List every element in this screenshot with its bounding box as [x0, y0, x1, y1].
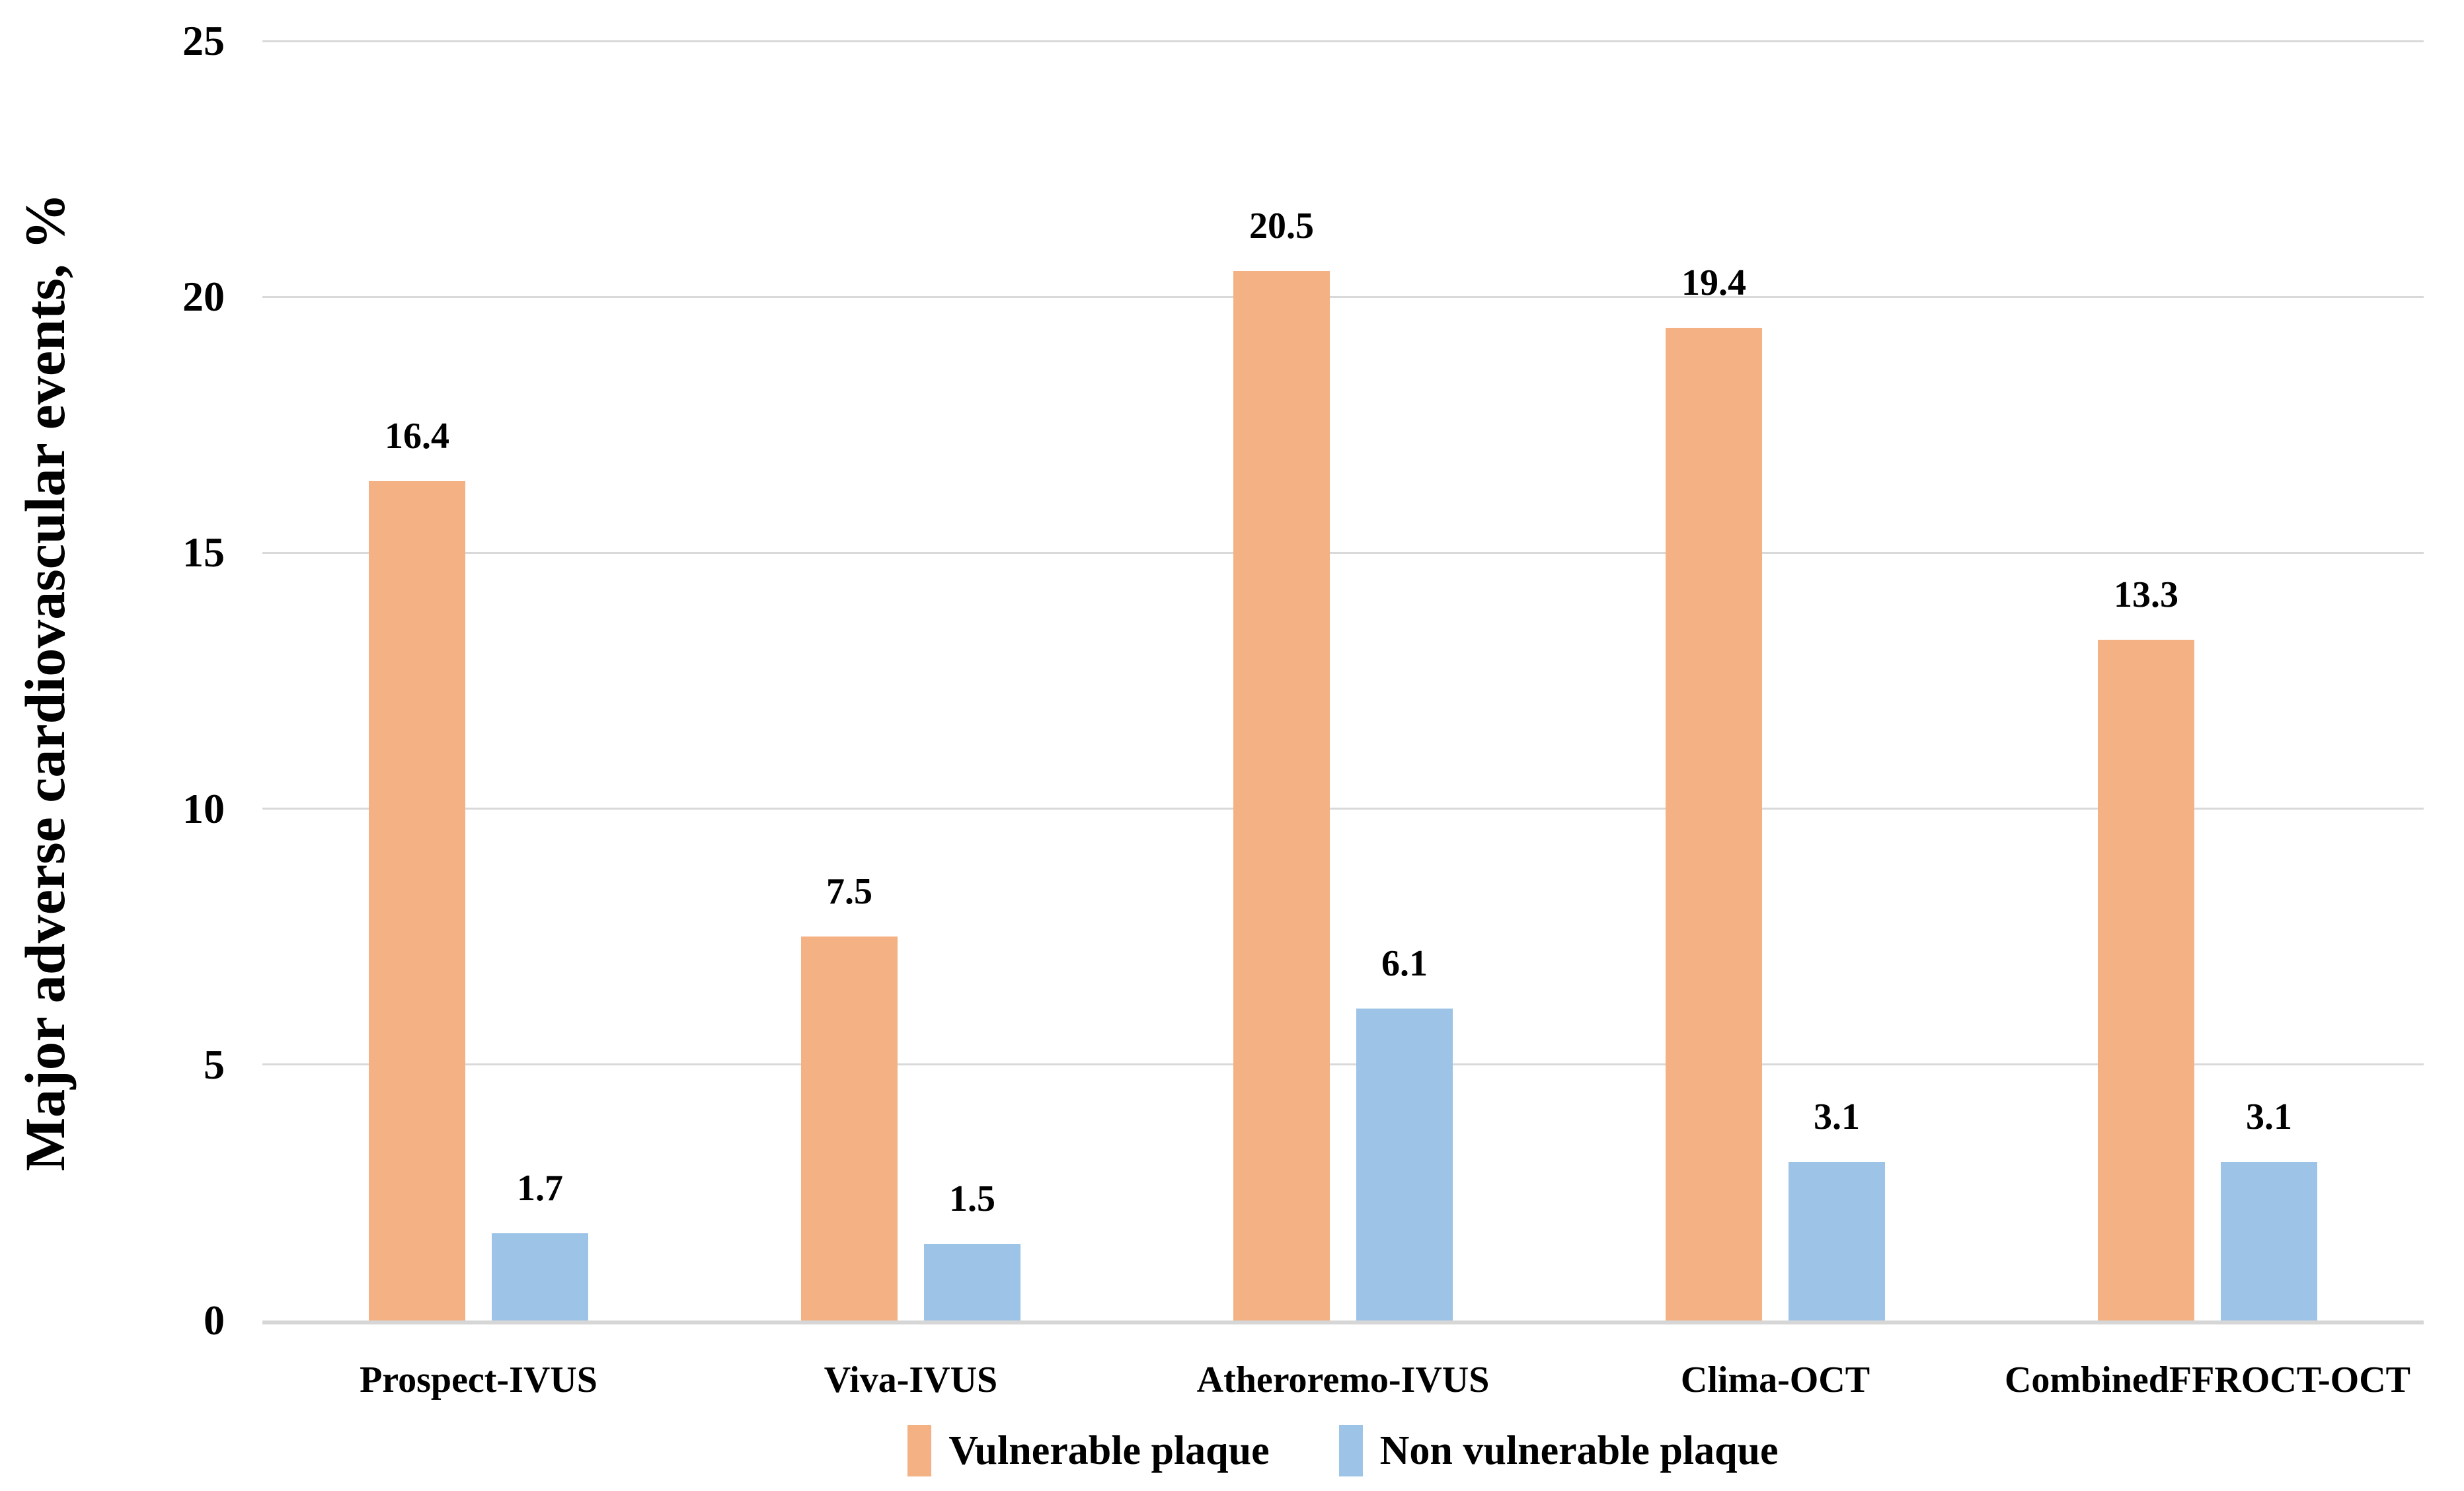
bar-non-vulnerable-2: [1356, 1008, 1453, 1320]
value-label-vulnerable-0: 16.4: [385, 415, 449, 457]
bar-non-vulnerable-4: [2221, 1161, 2317, 1320]
legend-swatch-1: [1338, 1425, 1363, 1476]
x-category-label-4: CombinedFFROCT-OCT: [2004, 1359, 2410, 1400]
y-tick-label-20: 20: [182, 273, 225, 321]
y-tick-label-15: 15: [182, 529, 225, 576]
y-tick-label-0: 0: [204, 1297, 225, 1344]
bar-non-vulnerable-0: [492, 1233, 588, 1320]
bar-vulnerable-1: [801, 937, 898, 1320]
legend-item-1: Non vulnerable plaque: [1338, 1425, 1779, 1476]
bar-vulnerable-2: [1233, 271, 1330, 1320]
y-tick-label-10: 10: [182, 784, 225, 832]
x-category-label-3: Clima-OCT: [1680, 1359, 1870, 1400]
value-label-non-vulnerable-2: 6.1: [1381, 942, 1428, 984]
bar-vulnerable-0: [369, 480, 465, 1320]
legend-swatch-0: [907, 1425, 932, 1476]
gridline-5: [262, 1063, 2424, 1066]
value-label-non-vulnerable-1: 1.5: [949, 1178, 995, 1219]
bar-non-vulnerable-1: [924, 1243, 1020, 1320]
value-label-vulnerable-4: 13.3: [2114, 574, 2178, 616]
x-category-label-1: Viva-IVUS: [824, 1359, 998, 1400]
legend-label-1: Non vulnerable plaque: [1379, 1428, 1779, 1473]
legend-label-0: Vulnerable plaque: [948, 1428, 1270, 1473]
gridline-10: [262, 808, 2424, 810]
y-tick-label-5: 5: [204, 1040, 225, 1088]
value-label-non-vulnerable-4: 3.1: [2246, 1096, 2292, 1137]
bar-vulnerable-3: [1666, 327, 1762, 1320]
value-label-vulnerable-1: 7.5: [826, 871, 872, 913]
bar-vulnerable-4: [2098, 640, 2194, 1320]
gridline-25: [262, 40, 2424, 42]
legend-item-0: Vulnerable plaque: [907, 1425, 1270, 1476]
gridline-20: [262, 295, 2424, 298]
x-category-label-0: Prospect-IVUS: [360, 1359, 597, 1400]
value-label-non-vulnerable-3: 3.1: [1814, 1096, 1860, 1137]
bar-non-vulnerable-3: [1789, 1161, 1885, 1320]
y-tick-label-25: 25: [182, 17, 225, 64]
gridline-15: [262, 551, 2424, 554]
value-label-vulnerable-3: 19.4: [1681, 262, 1746, 303]
legend: Vulnerable plaque Non vulnerable plaque: [262, 1421, 2424, 1480]
value-label-vulnerable-2: 20.5: [1249, 206, 1314, 247]
value-label-non-vulnerable-0: 1.7: [517, 1168, 563, 1209]
x-category-label-2: Atheroremo-IVUS: [1196, 1359, 1490, 1400]
x-axis-line: [262, 1320, 2424, 1324]
